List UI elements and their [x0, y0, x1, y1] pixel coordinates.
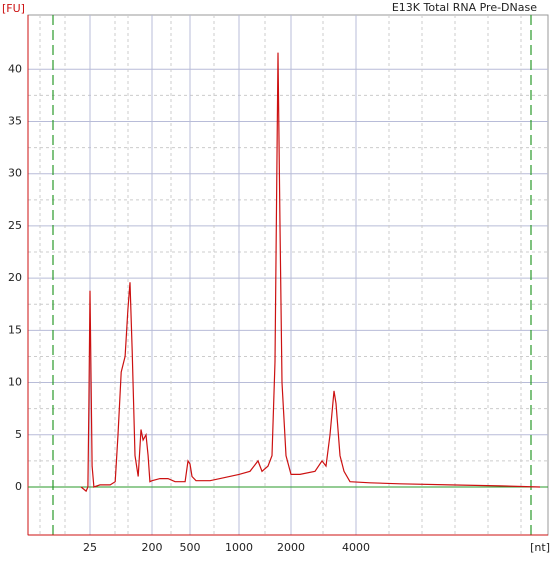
y-tick-label: 10 [8, 376, 22, 389]
y-tick-label: 40 [8, 62, 22, 75]
y-tick-label: 25 [8, 219, 22, 232]
x-axis-label: [nt] [530, 541, 550, 554]
trace-line [80, 52, 541, 493]
x-tick-label: 2000 [277, 541, 305, 554]
x-tick-label: 200 [142, 541, 163, 554]
y-tick-label: 20 [8, 271, 22, 284]
y-tick-label: 15 [8, 323, 22, 336]
grid [28, 15, 548, 535]
chart-title: E13K Total RNA Pre-DNase [392, 1, 537, 14]
y-axis-label: [FU] [2, 2, 25, 15]
x-tick-label: 25 [83, 541, 97, 554]
plot-area [27, 14, 549, 536]
y-tick-label: 5 [15, 428, 22, 441]
y-tick-label: 35 [8, 115, 22, 128]
x-tick-label: 1000 [225, 541, 253, 554]
x-tick-label: 500 [180, 541, 201, 554]
x-tick-label: 4000 [342, 541, 370, 554]
y-tick-label: 0 [15, 480, 22, 493]
y-tick-label: 30 [8, 167, 22, 180]
